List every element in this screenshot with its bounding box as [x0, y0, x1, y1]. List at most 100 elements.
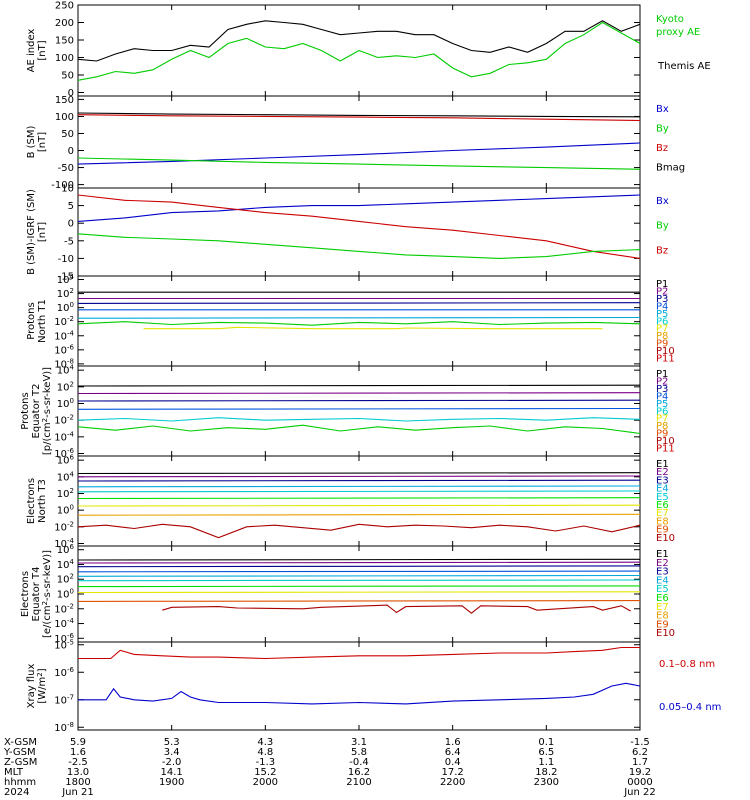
- time-axis-value: 18.2: [535, 767, 557, 778]
- series-line-ae-Kyoto proxy AE: [77, 21, 641, 81]
- series-line-bsm-Bx: [77, 142, 641, 165]
- y-tick-label-p_north: 10-6: [54, 343, 74, 356]
- legend-entry-bdiff: Bz: [656, 245, 668, 256]
- y-tick-label-bsm: -50: [58, 163, 74, 174]
- legend-entry-e_north: E9: [656, 525, 669, 536]
- time-axis-row-label: X-GSM: [4, 737, 37, 748]
- legend-entry-p_north: P5: [656, 309, 668, 320]
- y-tick-label-bdiff: -15: [58, 272, 74, 283]
- y-tick-label-ae: 0: [68, 88, 74, 99]
- series-line-e_equator-E9: [77, 600, 641, 602]
- series-line-xray-0.1–0.8 nm: [78, 646, 640, 660]
- time-axis-value: 5.9: [70, 737, 86, 748]
- y-tick-label-e_equator: 10-2: [54, 602, 74, 615]
- y-tick-label-e_equator: 106: [57, 543, 75, 556]
- time-axis-value: 13.0: [67, 767, 89, 778]
- time-axis-value: -1.5: [630, 737, 650, 748]
- y-tick-label-bdiff: 10: [61, 184, 74, 195]
- y-tick-label-xray: 10-5: [54, 638, 74, 651]
- y-axis-label-bsm: [nT]: [37, 132, 48, 152]
- series-line-bsm-By: [77, 157, 641, 170]
- y-axis-label-ae: [nT]: [37, 40, 48, 60]
- legend-entry-e_north: E5: [656, 492, 669, 503]
- series-line-p_equator-P3: [77, 399, 641, 402]
- time-axis-row-label: hhmm: [4, 777, 36, 788]
- series-line-e_equator-E4: [77, 570, 641, 573]
- time-axis-value: 1800: [65, 777, 90, 788]
- time-axis-value: -0.4: [349, 757, 369, 768]
- legend-entry-e_north: E2: [656, 467, 669, 478]
- series-line-p_equator-P4: [77, 407, 641, 410]
- y-tick-label-bdiff: 0: [68, 219, 74, 230]
- y-tick-label-p_equator: 104: [57, 364, 75, 377]
- y-axis-label-bdiff: [nT]: [37, 222, 48, 242]
- y-tick-label-e_north: 102: [57, 487, 74, 500]
- y-tick-label-p_north: 100: [57, 301, 74, 314]
- time-axis-value: 19.2: [629, 767, 651, 778]
- legend-entry-p_north: P2: [656, 286, 668, 297]
- y-tick-label-e_equator: 102: [57, 573, 74, 586]
- series-line-bdiff-By: [77, 233, 641, 259]
- legend-entry-e_equator: E10: [656, 628, 675, 639]
- legend-entry-xray: 0.05–0.4 nm: [659, 702, 721, 713]
- time-axis-value: 0.1: [538, 737, 554, 748]
- series-line-p_equator-P1: [77, 384, 641, 387]
- series-line-e_equator-E1: [77, 558, 641, 561]
- legend-entry-p_equator: P11: [656, 444, 675, 455]
- y-axis-label-p_equator: [p/(cm2-s-sr-keV)]: [41, 367, 53, 455]
- time-axis-value: 14.1: [161, 767, 183, 778]
- legend-entry-e_equator: E8: [656, 611, 669, 622]
- series-line-e_equator-E10: [162, 604, 631, 614]
- time-axis-value: 17.2: [442, 767, 464, 778]
- y-tick-label-bsm: 0: [68, 146, 74, 157]
- series-line-ae-Themis AE: [77, 20, 641, 62]
- time-axis-value: 6.4: [445, 747, 461, 758]
- time-axis-value: -2.0: [162, 757, 182, 768]
- series-line-p_north-P7: [143, 326, 603, 330]
- legend-entry-p_north: P6: [656, 316, 668, 327]
- series-line-e_north-E5: [77, 490, 641, 493]
- legend-entry-p_north: P8: [656, 331, 668, 342]
- y-tick-label-ae: 150: [55, 36, 74, 47]
- series-line-e_equator-E3: [77, 565, 641, 568]
- legend-entry-p_equator: P5: [656, 399, 668, 410]
- y-axis-label-bdiff: B (SM)-IGRF (SM): [26, 189, 37, 275]
- time-axis-value: 6.5: [538, 747, 554, 758]
- legend-entry-bsm: Bx: [656, 104, 669, 115]
- series-line-p_equator-P5: [77, 417, 641, 422]
- y-tick-label-ae: 50: [61, 71, 74, 82]
- legend-entry-e_north: E10: [656, 533, 675, 544]
- legend-entry-e_north: E8: [656, 516, 669, 527]
- legend-entry-p_north: P9: [656, 339, 668, 350]
- y-tick-label-bdiff: -5: [64, 236, 74, 247]
- legend-entry-kyoto-2: proxy AE: [656, 27, 700, 38]
- y-tick-label-p_equator: 102: [57, 380, 74, 393]
- series-line-e_north-E2: [77, 475, 641, 478]
- time-axis-value: 5.8: [351, 747, 367, 758]
- legend-entry-e_north: E4: [656, 484, 669, 495]
- legend-entry-e_equator: E7: [656, 602, 669, 613]
- y-tick-label-e_equator: 104: [57, 558, 75, 571]
- time-axis-value: 3.1: [351, 737, 367, 748]
- legend-entry-e_equator: E1: [656, 549, 669, 560]
- panel-frame-xray: [77, 641, 641, 731]
- time-axis-value: 1.7: [632, 757, 648, 768]
- y-tick-label-xray: 10-7: [54, 693, 74, 706]
- y-axis-label-e_north: North T3: [37, 479, 48, 523]
- legend-entry-p_equator: P7: [656, 414, 668, 425]
- legend-entry-e_north: E3: [656, 475, 669, 486]
- time-axis-value: 1.6: [445, 737, 461, 748]
- y-tick-label-p_equator: 10-4: [54, 430, 74, 443]
- time-axis-value: 4.8: [257, 747, 273, 758]
- y-axis-label-p_equator: Protons: [20, 392, 31, 429]
- y-tick-label-bdiff: 5: [68, 201, 74, 212]
- series-line-e_north-E7: [77, 504, 641, 507]
- legend-entry-p_north: P7: [656, 324, 668, 335]
- time-axis-row-label: Z-GSM: [4, 757, 37, 768]
- time-axis-value: 1.6: [70, 747, 86, 758]
- series-line-e_equator-E5: [77, 574, 641, 577]
- series-line-e_equator-E6: [77, 579, 641, 582]
- y-axis-label-e_equator: Electrons: [20, 571, 31, 617]
- time-axis-value: 15.2: [254, 767, 276, 778]
- legend-entry-xray: 0.1–0.8 nm: [659, 659, 715, 670]
